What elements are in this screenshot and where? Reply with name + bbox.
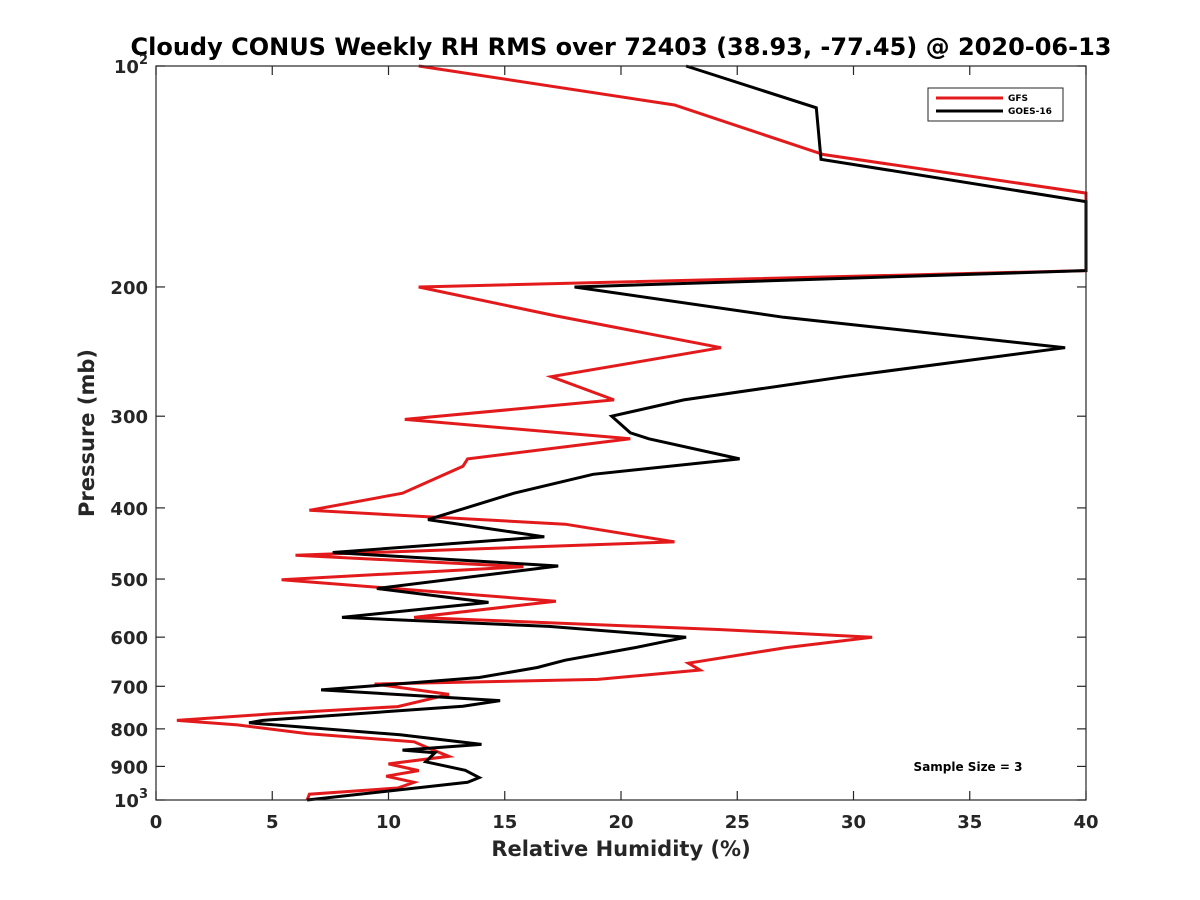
x-tick-label: 40: [1073, 812, 1098, 833]
y-tick-label: 103: [114, 787, 148, 812]
y-tick-label: 300: [110, 407, 148, 428]
y-axis-label: Pressure (mb): [75, 349, 99, 517]
series-line-goes-16: [248, 64, 1088, 802]
series-layer: [176, 64, 1088, 802]
legend-label-gfs: GFS: [1008, 94, 1028, 104]
x-tick-label: 35: [957, 812, 982, 833]
legend: GFS GOES-16: [927, 87, 1064, 122]
x-tick-label: 25: [725, 812, 750, 833]
series-line-gfs: [176, 64, 1088, 801]
sample-size-annotation: Sample Size = 3: [914, 760, 1023, 774]
y-tick-label: 200: [110, 278, 148, 299]
chart-title: Cloudy CONUS Weekly RH RMS over 72403 (3…: [131, 33, 1112, 61]
y-tick-label: 500: [110, 570, 148, 591]
axes-frame: [155, 65, 1087, 801]
x-tick-label: 10: [376, 812, 401, 833]
x-tick-label: 5: [266, 812, 279, 833]
legend-box: [927, 87, 1064, 122]
y-tick-label: 700: [110, 677, 148, 698]
y-axis-ticks: 102 200 300 400 500 600 700 800 900 103: [110, 53, 1086, 812]
legend-label-goes-16: GOES-16: [1008, 107, 1052, 117]
x-tick-label: 15: [492, 812, 517, 833]
x-tick-label: 0: [150, 812, 163, 833]
x-tick-label: 20: [608, 812, 633, 833]
x-axis-label: Relative Humidity (%): [491, 837, 750, 861]
y-tick-label: 600: [110, 628, 148, 649]
x-tick-label: 30: [841, 812, 866, 833]
y-tick-label: 900: [110, 757, 148, 778]
legend-entries: GFS GOES-16: [936, 94, 1052, 117]
y-tick-label: 102: [114, 53, 148, 78]
y-tick-label: 800: [110, 720, 148, 741]
x-axis-ticks: 0 5 10 15 20 25 30 35 40: [150, 66, 1099, 833]
y-tick-label: 400: [110, 499, 148, 520]
